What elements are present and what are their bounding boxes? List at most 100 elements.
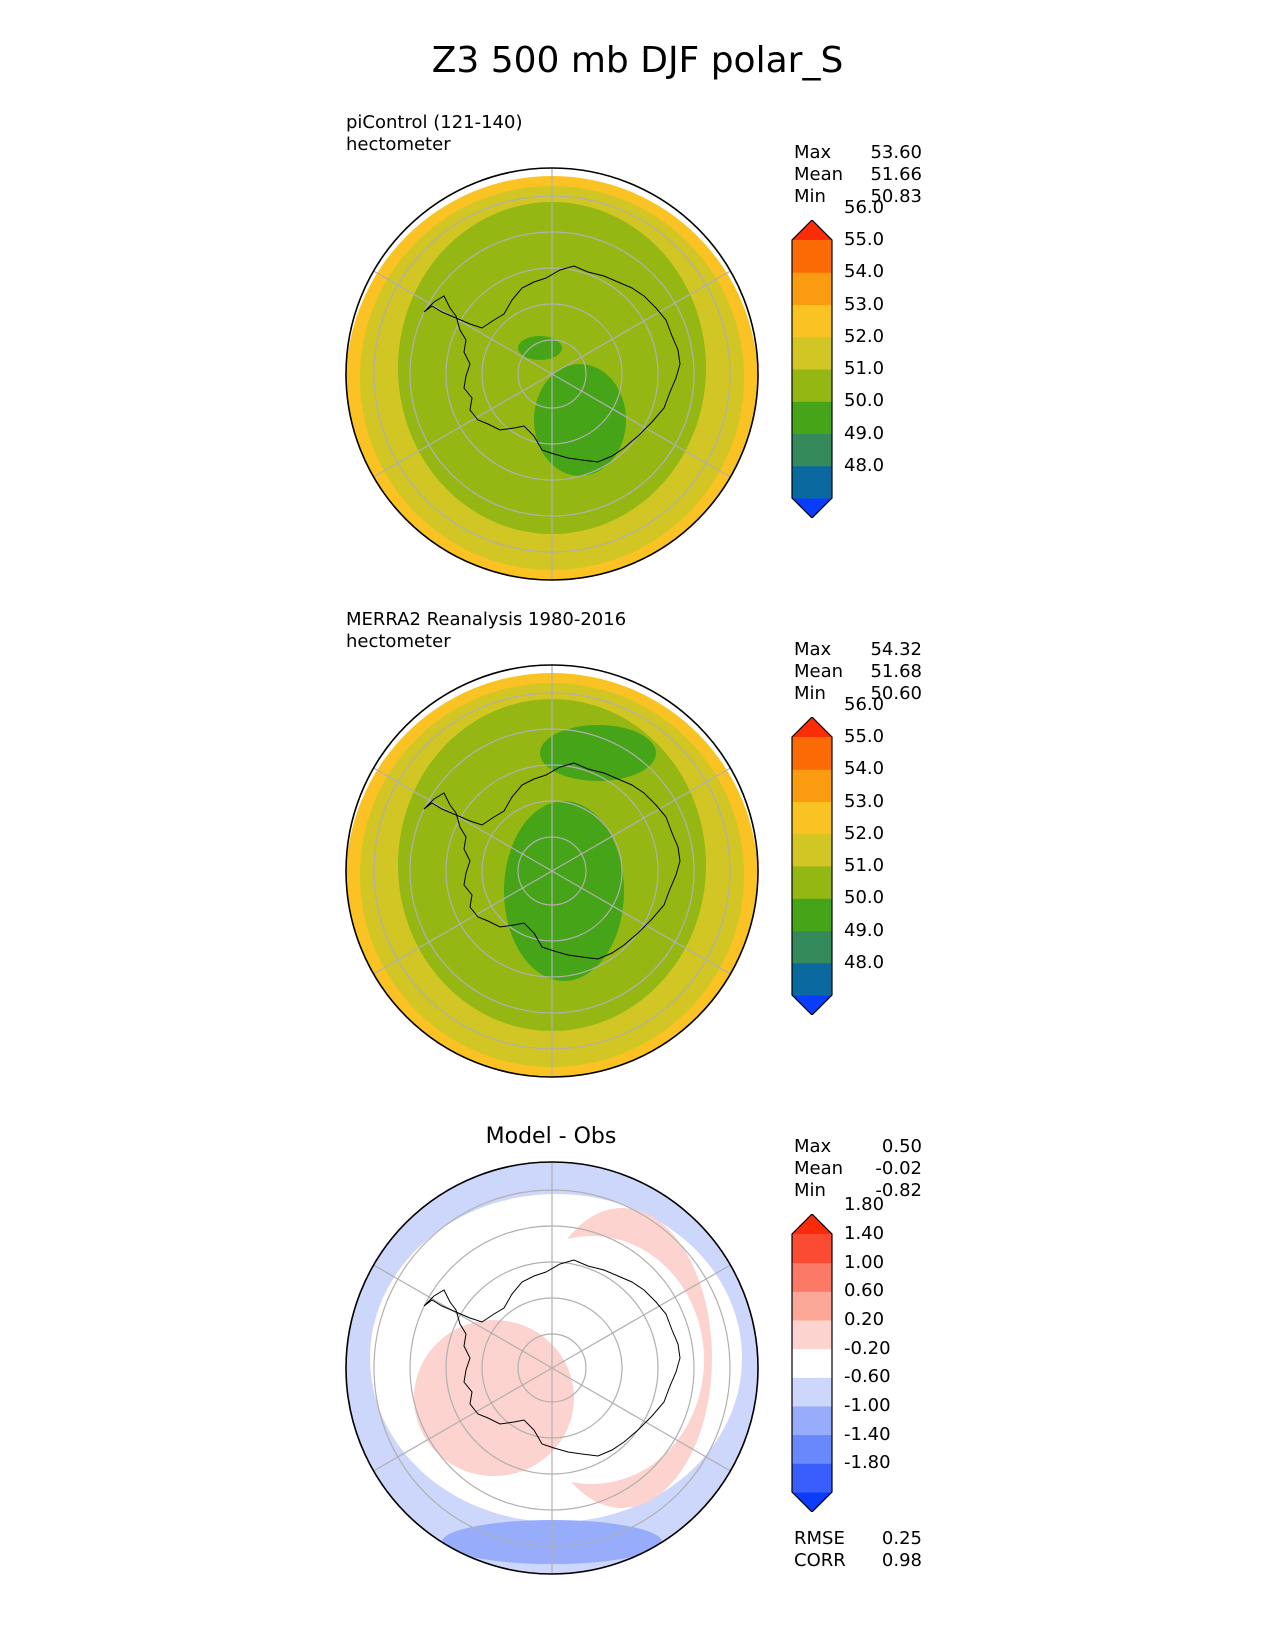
colorbar-segment [792, 336, 832, 370]
field-blob [534, 364, 626, 476]
meridian-line [551, 270, 731, 375]
colorbar-segment [792, 240, 832, 273]
colorbar-tip-low [792, 995, 832, 1015]
colorbar-tick-label: -0.20 [844, 1337, 891, 1359]
colorbar-segment [792, 769, 832, 802]
colorbar-segment [792, 833, 832, 867]
colorbar-segment [792, 401, 832, 434]
colorbar-segment [792, 369, 832, 402]
panel-subtitle-units: hectometer [346, 631, 451, 652]
colorbar-tick-label: 55.0 [844, 229, 885, 250]
colorbar [791, 220, 833, 518]
colorbar-segment [792, 1320, 832, 1350]
metric-rmse: RMSE 0.25 [794, 1528, 922, 1549]
colorbar-tick-label: 50.0 [844, 887, 885, 909]
colorbar-tick-label: 49.0 [844, 422, 885, 444]
stat-mean: Mean -0.02 [794, 1158, 922, 1179]
colorbar-tick-label: 1.40 [844, 1223, 885, 1244]
stat-min: Min 50.60 [794, 683, 922, 704]
map-frame [345, 167, 759, 581]
meridian-line [373, 870, 553, 975]
colorbar-segment [792, 465, 832, 499]
meridian-line [551, 767, 731, 872]
meridian-line [373, 767, 553, 872]
colorbar-tick-label: 1.00 [844, 1251, 885, 1273]
map-frame [345, 664, 759, 1078]
stat-mean: Mean 51.68 [794, 661, 922, 682]
colorbar-outline [791, 220, 833, 518]
coastline [423, 265, 681, 463]
metric-corr: CORR 0.98 [794, 1550, 922, 1571]
colorbar-outline [791, 1214, 833, 1512]
colorbar-tick-label: 50.0 [844, 390, 885, 412]
colorbar-segment [792, 930, 832, 964]
coastline [423, 1259, 681, 1457]
panel-merra2: MERRA2 Reanalysis 1980-2016 hectometer M… [0, 607, 1275, 1078]
colorbar-tick-label: 55.0 [844, 726, 885, 747]
colorbar-tick-label: 56.0 [844, 196, 885, 218]
colorbar-segment [792, 1406, 832, 1436]
colorbar-outline [791, 717, 833, 1015]
stats-box: Max 53.60 Mean 51.66 Min 50.83 [794, 142, 922, 208]
colorbar-tick-label: 54.0 [844, 261, 885, 283]
stat-max: Max 0.50 [794, 1136, 922, 1157]
colorbar-segment [792, 1463, 832, 1493]
colorbar-segment [792, 1262, 832, 1292]
field-blob [540, 725, 656, 781]
field-blob [518, 336, 562, 360]
colorbar-segment [792, 866, 832, 899]
colorbar-segment [792, 1377, 832, 1407]
colorbar-tick-label: -1.00 [844, 1395, 891, 1416]
colorbar-tick-label: 56.0 [844, 693, 885, 715]
meridian-line [551, 373, 731, 478]
colorbar-tick-label: -1.40 [844, 1423, 891, 1445]
colorbar-tick-label: 1.80 [844, 1194, 885, 1216]
colorbar-tick-label: 51.0 [844, 358, 885, 379]
meridian-line [551, 870, 731, 975]
polar-map [345, 664, 759, 1078]
colorbar-segment [792, 1291, 832, 1321]
map-frame [345, 1161, 759, 1575]
colorbar-tick-label: 48.0 [844, 951, 885, 973]
colorbar-tick-label: 53.0 [844, 790, 885, 812]
colorbar [791, 717, 833, 1015]
map-field [346, 1162, 758, 1574]
field-blob [504, 801, 624, 981]
panel-picontrol: piControl (121-140) hectometer Max 53.60 … [0, 110, 1275, 581]
map-field [346, 168, 758, 580]
panel-subtitle-run: MERRA2 Reanalysis 1980-2016 [346, 609, 627, 630]
panel-title: Model - Obs [485, 1124, 617, 1149]
coastline [423, 762, 681, 960]
colorbar-tip-high [792, 717, 832, 737]
panel-subtitle-run: piControl (121-140) [346, 112, 523, 133]
colorbar-segment [792, 272, 832, 305]
colorbar-tip-high [792, 220, 832, 240]
colorbar-tick-label: 48.0 [844, 454, 885, 476]
colorbar-segment [792, 898, 832, 931]
stat-min: Min 50.83 [794, 186, 922, 207]
stat-mean: Mean 51.66 [794, 164, 922, 185]
colorbar-tick-label: 54.0 [844, 758, 885, 780]
colorbar-segment [792, 962, 832, 996]
polar-map [345, 1161, 759, 1575]
meridian-line [373, 1264, 553, 1369]
colorbar-tip-low [792, 1492, 832, 1512]
panel-subtitle-units: hectometer [346, 134, 451, 155]
colorbar-tick-label: -0.60 [844, 1366, 891, 1388]
stat-max: Max 54.32 [794, 639, 922, 660]
colorbar-tick-label: 53.0 [844, 293, 885, 315]
stat-max: Max 53.60 [794, 142, 922, 163]
colorbar-segment [792, 737, 832, 770]
stat-min: Min -0.82 [794, 1180, 922, 1201]
stats-box: Max 54.32 Mean 51.68 Min 50.60 [794, 639, 922, 705]
colorbar-tick-label: 52.0 [844, 822, 885, 844]
meridian-line [551, 1367, 731, 1472]
meridian-line [373, 270, 553, 375]
colorbar [791, 1214, 833, 1512]
map-field [346, 665, 758, 1077]
colorbar-tick-label: 51.0 [844, 855, 885, 876]
colorbar-segment [792, 1348, 832, 1378]
field-blob [414, 1320, 574, 1476]
colorbar-segment [792, 433, 832, 467]
colorbar-segment [792, 1234, 832, 1264]
